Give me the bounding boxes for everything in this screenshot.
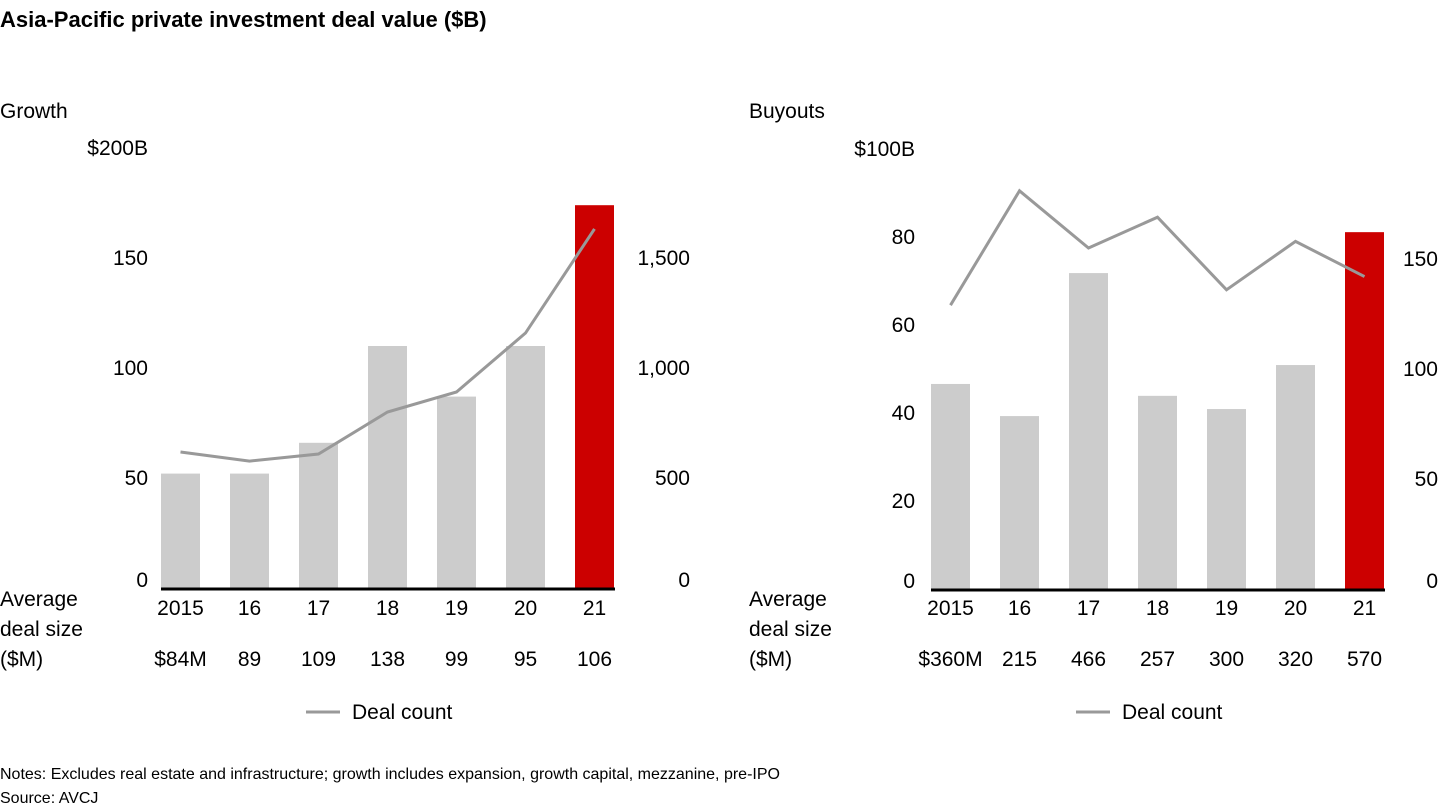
avg-deal-size-value: 109 xyxy=(301,648,336,671)
x-tick-label: 18 xyxy=(376,597,399,620)
panel-title: Growth xyxy=(0,100,68,123)
avg-deal-size-label: ($M) xyxy=(0,648,43,671)
bar-17 xyxy=(1069,273,1108,589)
x-tick-label: 16 xyxy=(1008,597,1031,620)
avg-deal-size-label: deal size xyxy=(0,618,83,641)
y2-tick-label: 100 xyxy=(1403,358,1438,381)
avg-deal-size-value: 95 xyxy=(514,648,537,671)
avg-deal-size-value: 215 xyxy=(1002,648,1037,671)
bar-19 xyxy=(1207,409,1246,589)
x-tick-label: 19 xyxy=(445,597,468,620)
legend-label: Deal count xyxy=(352,701,453,724)
y-tick-label: $100B xyxy=(854,138,915,161)
x-tick-label: 21 xyxy=(1353,597,1376,620)
bar-16 xyxy=(230,473,269,588)
bar-21 xyxy=(1345,232,1384,589)
source: Source: AVCJ xyxy=(0,790,98,807)
chart-title: Asia-Pacific private investment deal val… xyxy=(0,7,487,32)
x-tick-label: 2015 xyxy=(157,597,204,620)
avg-deal-size-value: 320 xyxy=(1278,648,1313,671)
avg-deal-size-value: 106 xyxy=(577,648,612,671)
x-tick-label: 20 xyxy=(514,597,537,620)
y2-tick-label: 500 xyxy=(655,467,690,490)
x-tick-label: 18 xyxy=(1146,597,1169,620)
y-tick-label: $200B xyxy=(87,137,148,160)
avg-deal-size-value: 138 xyxy=(370,648,405,671)
y2-tick-label: 0 xyxy=(678,569,690,592)
y2-tick-label: 1,500 xyxy=(637,247,690,270)
notes: Notes: Excludes real estate and infrastr… xyxy=(0,766,780,783)
avg-deal-size-value: 99 xyxy=(445,648,468,671)
y-tick-label: 0 xyxy=(136,569,148,592)
avg-deal-size-value: 300 xyxy=(1209,648,1244,671)
x-tick-label: 21 xyxy=(583,597,606,620)
bar-2015 xyxy=(931,383,970,589)
bar-18 xyxy=(1138,395,1177,589)
bar-20 xyxy=(506,346,545,588)
bar-18 xyxy=(368,346,407,588)
x-tick-label: 17 xyxy=(307,597,330,620)
y2-tick-label: 50 xyxy=(1415,468,1438,491)
y-tick-label: 20 xyxy=(892,490,915,513)
avg-deal-size-value: $84M xyxy=(154,648,207,671)
bar-20 xyxy=(1276,365,1315,589)
x-tick-label: 2015 xyxy=(927,597,974,620)
avg-deal-size-label: ($M) xyxy=(749,648,792,671)
avg-deal-size-label: Average xyxy=(749,588,827,611)
y-tick-label: 50 xyxy=(125,467,148,490)
legend-label: Deal count xyxy=(1122,701,1223,724)
y2-tick-label: 0 xyxy=(1426,570,1438,593)
panel-title: Buyouts xyxy=(749,100,825,123)
avg-deal-size-value: 570 xyxy=(1347,648,1382,671)
y2-tick-label: 150 xyxy=(1403,248,1438,271)
bar-21 xyxy=(575,205,614,588)
y-tick-label: 0 xyxy=(903,570,915,593)
x-tick-label: 16 xyxy=(238,597,261,620)
bar-17 xyxy=(299,442,338,588)
avg-deal-size-value: $360M xyxy=(918,648,982,671)
avg-deal-size-label: Average xyxy=(0,588,78,611)
avg-deal-size-label: deal size xyxy=(749,618,832,641)
y2-tick-label: 1,000 xyxy=(637,357,690,380)
x-tick-label: 17 xyxy=(1077,597,1100,620)
avg-deal-size-value: 466 xyxy=(1071,648,1106,671)
y-tick-label: 40 xyxy=(892,402,915,425)
y-tick-label: 100 xyxy=(113,357,148,380)
bar-2015 xyxy=(161,473,200,588)
avg-deal-size-value: 89 xyxy=(238,648,261,671)
y-tick-label: 80 xyxy=(892,226,915,249)
bar-16 xyxy=(1000,416,1039,589)
deal-count-line xyxy=(949,188,1366,306)
avg-deal-size-value: 257 xyxy=(1140,648,1175,671)
bar-19 xyxy=(437,396,476,588)
x-tick-label: 20 xyxy=(1284,597,1307,620)
x-tick-label: 19 xyxy=(1215,597,1238,620)
y-tick-label: 60 xyxy=(892,314,915,337)
y-tick-label: 150 xyxy=(113,247,148,270)
